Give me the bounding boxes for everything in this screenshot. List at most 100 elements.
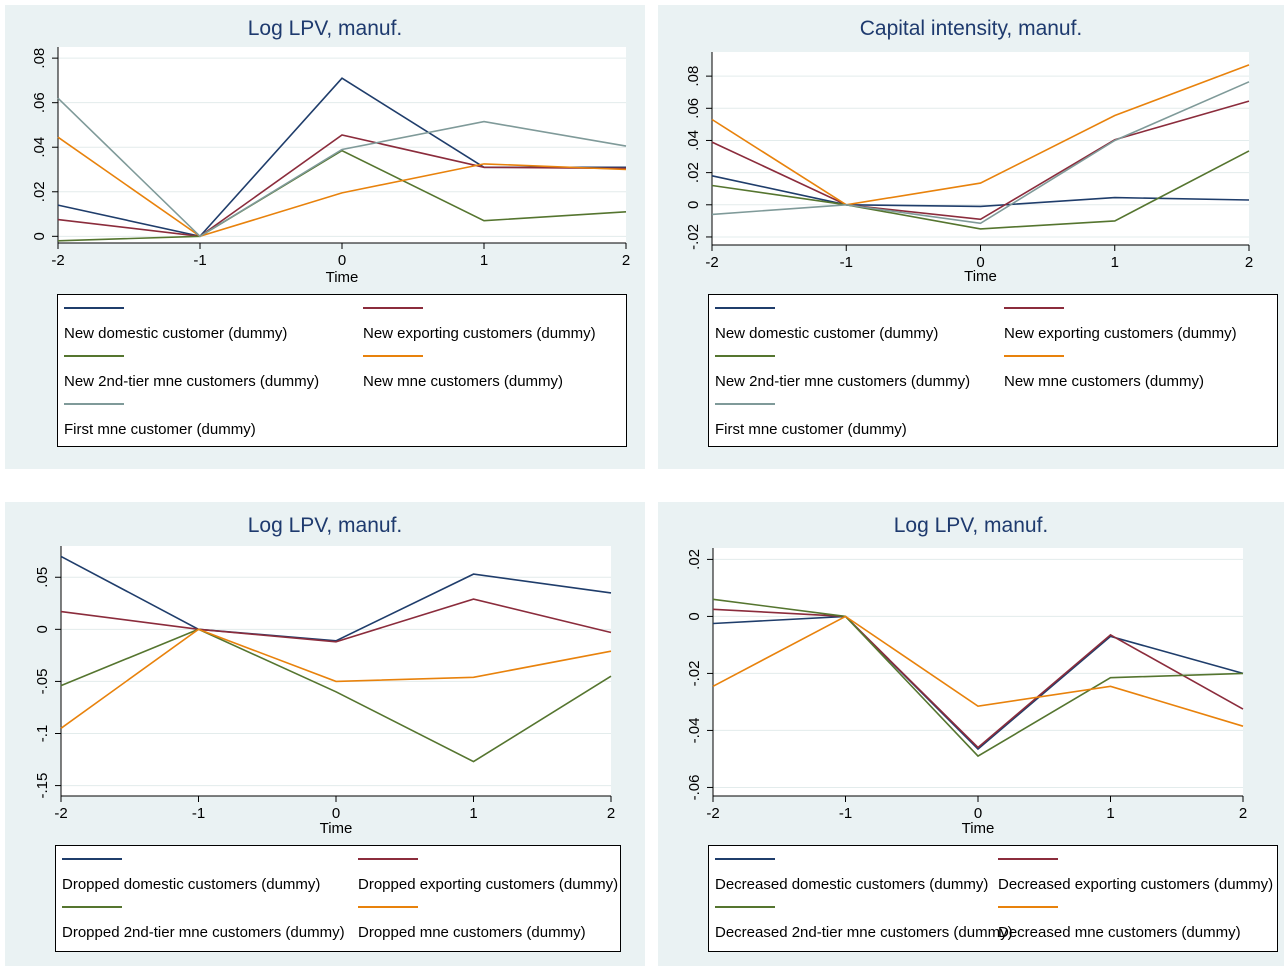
chart-title: Log LPV, manuf. [247,514,403,537]
legend-label: New mne customers (dummy) [1004,373,1205,390]
plot-area: -.02 0 .02 .04 .06 .08 -2 -1 0 1 2 [685,52,1253,271]
chart-title: Log LPV, manuf. [893,514,1049,537]
series-line [57,136,627,238]
chart-panel-decreased-customers-lpv: Log LPV, manuf. -.06 -.04 -.02 0.02 -2 -1 0 1 2 … [658,502,1284,966]
x-tick-label: 2 [622,252,630,269]
x-tick-label: -2 [51,252,64,269]
series-line [60,555,612,642]
legend: Dropped domestic customers (dummy) Droppe… [55,845,621,952]
chart-title: Capital intensity, manuf. [859,17,1083,40]
legend-label: Dropped 2nd-tier mne customers (dummy) [62,924,345,941]
x-tick-label: 1 [480,252,488,269]
y-tick-label: 0 [686,612,703,620]
x-tick-label: 0 [338,252,346,269]
legend-swatch [64,307,124,309]
plot-area: -.15 -.1 -.05 0 .05 -2 -1 0 1 2 [34,546,615,822]
x-tick-label: 2 [1245,254,1253,271]
series-line [712,615,1244,727]
x-tick-label: 2 [607,805,615,822]
y-tick-label: -.02 [685,224,702,250]
x-tick-label: -2 [705,254,718,271]
series-line [712,608,1244,749]
legend-swatch [1004,307,1064,309]
chart-panel-dropped-customers-lpv: Log LPV, manuf. -.15 -.1 -.05 0 .05 -2 -1 0 1 2 T… [5,502,645,966]
y-tick-label: .08 [31,48,48,69]
plot-area: -.06 -.04 -.02 0 .02 -2 -1 0 1 2 [686,548,1247,822]
y-tick-label: .04 [31,137,48,158]
legend-label: New 2nd-tier mne customers (dummy) [715,373,971,390]
y-tick-label: .02 [686,549,703,570]
legend-label: New 2nd-tier mne customers (dummy) [64,373,320,390]
y-tick-label: .08 [685,66,702,87]
plot-background [61,546,611,796]
x-tick-label: 0 [976,254,984,271]
series-line [711,100,1250,221]
x-tick-label: -2 [54,805,67,822]
plot-area: 0 .02 .04 .06 .08 -2 -1 0 1 2 [31,47,630,269]
plot-background [712,52,1249,245]
series-line [57,97,627,238]
legend-swatch [715,355,775,357]
legend-label: Dropped exporting customers (dummy) [358,876,619,893]
legend-label: Decreased domestic customers (dummy) [715,876,989,893]
y-tick-label: -.1 [34,725,51,743]
series-line [60,628,612,729]
legend-label: Decreased mne customers (dummy) [998,924,1241,941]
legend: Decreased domestic customers (dummy) Decr… [708,845,1278,952]
chart-title: Log LPV, manuf. [247,17,403,40]
plot-background [58,47,626,243]
legend-swatch [715,906,775,908]
x-tick-label: 0 [974,805,982,822]
legend: New domestic customer (dummy) New exporti… [57,294,627,447]
legend-swatch [715,307,775,309]
x-tick-label: -1 [193,252,206,269]
legend-swatch [62,858,122,860]
legend-label: New domestic customer (dummy) [64,325,288,342]
y-tick-label: 0 [685,201,702,209]
legend-label: New exporting customers (dummy) [1004,325,1237,342]
y-tick-label: -.02 [686,660,703,686]
legend-swatch [358,858,418,860]
y-tick-label: -.05 [34,668,51,694]
x-tick-label: 2 [1239,805,1247,822]
x-tick-label: -2 [706,805,719,822]
y-tick-label: .05 [34,567,51,588]
y-tick-label: .04 [685,130,702,151]
series-line [57,134,627,238]
legend-label: New exporting customers (dummy) [363,325,596,342]
series-line [60,598,612,643]
series-line [712,615,1244,751]
legend-label: Decreased exporting customers (dummy) [998,876,1274,893]
plot-background [713,548,1243,796]
x-tick-label: -1 [840,254,853,271]
x-axis-label: Time [961,820,995,837]
legend-swatch [363,355,423,357]
legend-swatch [1004,355,1064,357]
series-line [712,598,1244,758]
legend-swatch [998,906,1058,908]
x-axis-label: Time [319,820,353,837]
legend-swatch [358,906,418,908]
y-tick-label: 0 [31,232,48,240]
y-tick-label: .06 [31,92,48,113]
series-line [711,64,1250,206]
legend-label: First mne customer (dummy) [715,421,907,438]
x-tick-label: -1 [192,805,205,822]
legend-swatch [62,906,122,908]
series-line [711,81,1250,225]
x-tick-label: 1 [1111,254,1119,271]
legend-label: Dropped mne customers (dummy) [358,924,586,941]
y-tick-label: .02 [31,181,48,202]
legend-swatch [715,858,775,860]
chart-panel-new-customers-lpv: Log LPV, manuf. 0 .02 .04 .06 .08 -2 -1 0 1 2 Tim… [5,5,645,469]
legend-swatch [363,307,423,309]
legend-label: New domestic customer (dummy) [715,325,939,342]
series-line [711,150,1250,230]
x-axis-label: Time [325,269,359,286]
x-tick-label: 1 [1106,805,1114,822]
legend-swatch [64,355,124,357]
legend-swatch [998,858,1058,860]
legend-label: New mne customers (dummy) [363,373,564,390]
chart-panel-new-customers-capital: Capital intensity, manuf. -.02 0 .02 .04 .06… [658,5,1284,469]
series-line [57,149,627,242]
